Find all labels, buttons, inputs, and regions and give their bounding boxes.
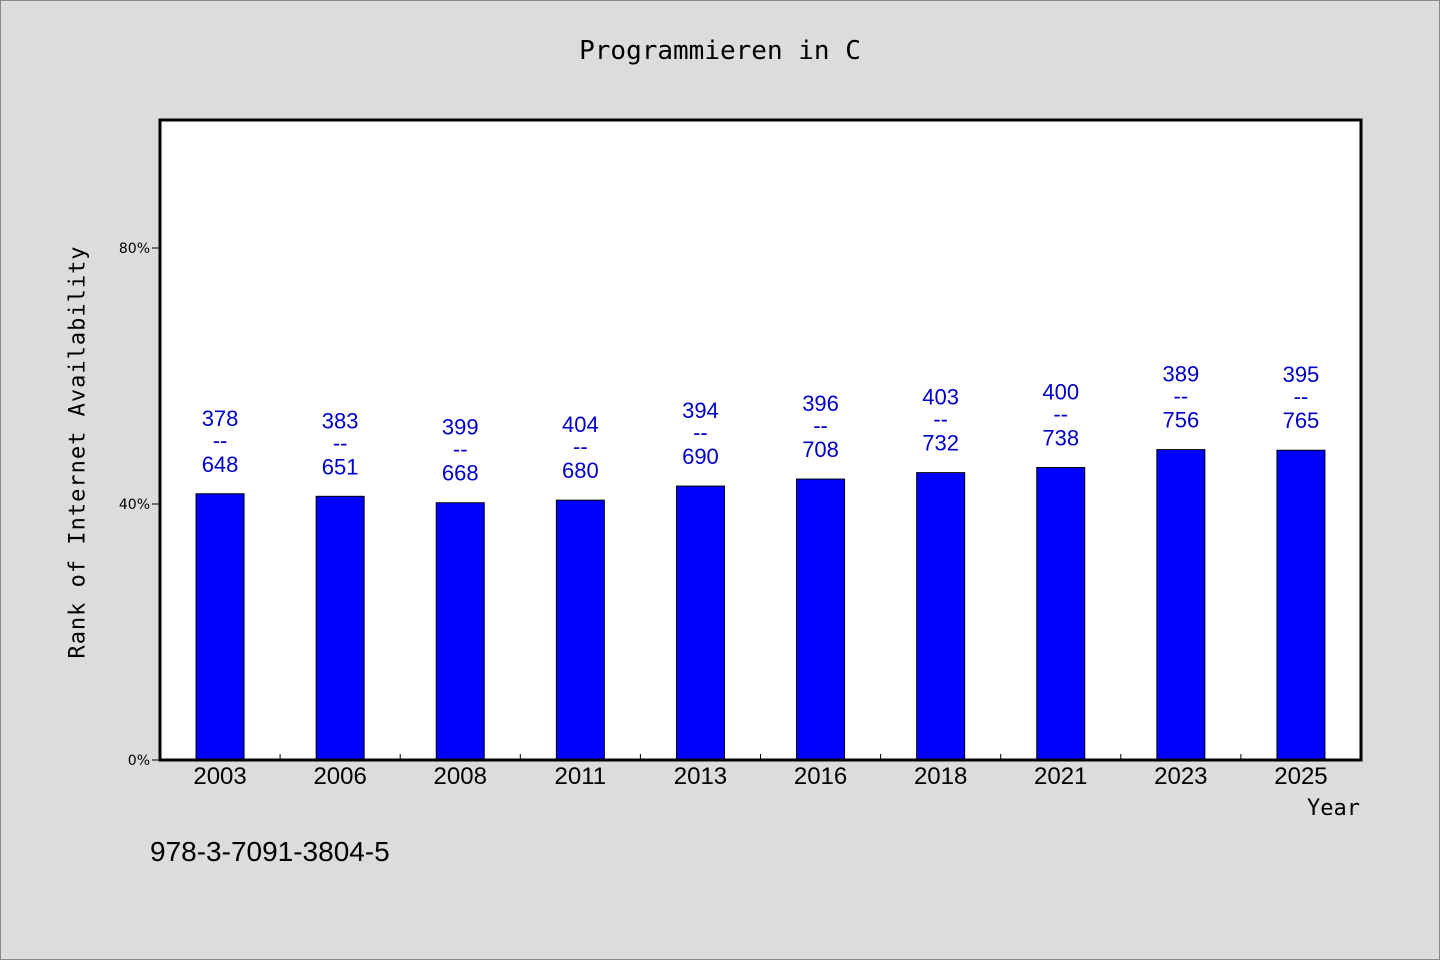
bar <box>555 499 605 761</box>
x-tick-label: 2025 <box>1274 763 1327 790</box>
data-label-separator: -- <box>1174 384 1189 409</box>
x-tick-label: 2006 <box>313 763 366 790</box>
data-label-separator: -- <box>1294 384 1309 409</box>
data-label-bottom: 668 <box>442 461 479 486</box>
data-label-top: 396 <box>802 391 839 416</box>
chart-title: Programmieren in C <box>579 36 861 66</box>
bar <box>195 493 245 761</box>
plot-border <box>158 118 1363 762</box>
data-label-separator: -- <box>1053 402 1068 427</box>
bar <box>315 495 365 761</box>
data-label-top: 389 <box>1162 362 1199 387</box>
data-label-separator: -- <box>813 413 828 438</box>
y-tick-label: 80% <box>119 241 150 257</box>
x-tick-label: 2003 <box>193 763 246 790</box>
data-label-separator: -- <box>693 420 708 445</box>
data-label-top: 403 <box>922 385 959 410</box>
data-label-bottom: 765 <box>1283 408 1320 433</box>
bar <box>1276 449 1326 761</box>
data-label-top: 383 <box>322 408 359 433</box>
x-axis-label: Year <box>1307 796 1360 821</box>
bar <box>675 485 725 761</box>
x-tick-label: 2021 <box>1034 763 1087 790</box>
data-label-top: 378 <box>202 406 239 431</box>
isbn-caption: 978-3-7091-3804-5 <box>150 836 390 867</box>
x-tick-label: 2008 <box>434 763 487 790</box>
x-tick-label: 2011 <box>555 763 607 790</box>
data-label-top: 395 <box>1283 362 1320 387</box>
data-label-bottom: 756 <box>1162 408 1199 433</box>
bar <box>1156 449 1206 761</box>
bar <box>1036 467 1086 761</box>
data-label-bottom: 738 <box>1042 426 1079 451</box>
y-tick-label: 40% <box>119 497 150 513</box>
y-tick-label: 0% <box>128 753 150 769</box>
data-label-top: 399 <box>442 415 479 440</box>
data-label-top: 394 <box>682 398 719 423</box>
data-label-bottom: 708 <box>802 437 839 462</box>
x-tick-label: 2013 <box>674 763 727 790</box>
x-tick-label: 2023 <box>1154 763 1207 790</box>
x-tick-label: 2018 <box>914 763 967 790</box>
x-tick-label: 2016 <box>794 763 847 790</box>
bar <box>435 502 485 761</box>
data-label-separator: -- <box>213 428 228 453</box>
data-label-top: 404 <box>562 412 599 437</box>
data-label-separator: -- <box>573 434 588 459</box>
data-label-top: 400 <box>1042 380 1079 405</box>
data-label-separator: -- <box>453 437 468 462</box>
data-label-separator: -- <box>333 430 348 455</box>
data-label-bottom: 680 <box>562 458 599 483</box>
data-label-bottom: 648 <box>202 452 239 477</box>
data-label-bottom: 651 <box>322 454 359 479</box>
data-label-bottom: 690 <box>682 444 719 469</box>
data-label-separator: -- <box>933 407 948 432</box>
bar <box>796 478 846 761</box>
bar <box>916 472 966 761</box>
data-label-bottom: 732 <box>922 431 959 456</box>
